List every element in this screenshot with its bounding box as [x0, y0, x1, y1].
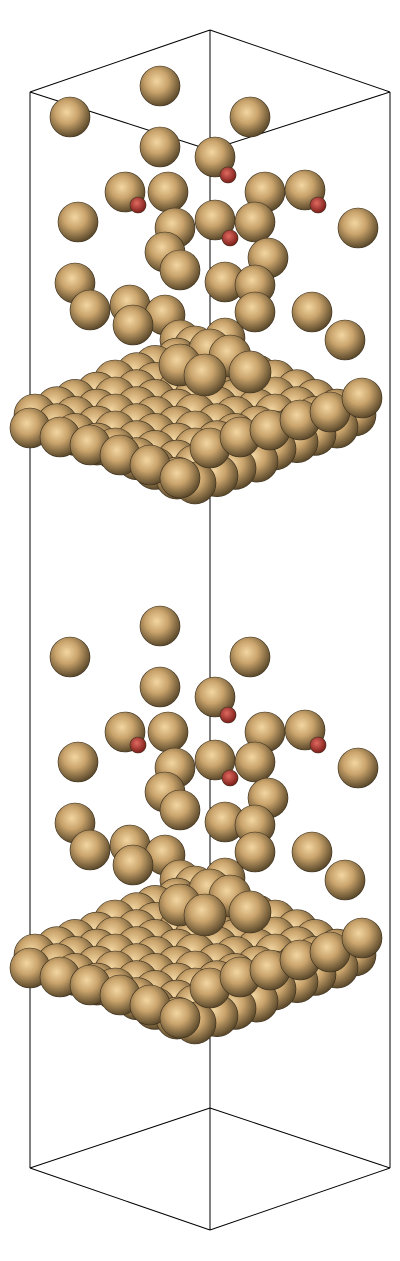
atom-upper [324, 319, 366, 361]
atom-slab-edge [159, 997, 201, 1039]
atom-upper [139, 65, 181, 107]
atom-upper [234, 201, 276, 243]
atom-upper [139, 666, 181, 708]
atom-upper [112, 844, 154, 886]
atom-upper [337, 207, 379, 249]
atom-secondary [221, 229, 239, 247]
atom-upper [291, 291, 333, 333]
atom-upper [159, 249, 201, 291]
atom-mound [228, 350, 272, 394]
atom-cluster-upper [9, 65, 383, 505]
atom-secondary [129, 196, 147, 214]
atom-secondary [219, 706, 237, 724]
atom-cluster-lower [9, 605, 383, 1045]
atom-mound [228, 890, 272, 934]
atom-secondary [219, 166, 237, 184]
atom-upper [159, 789, 201, 831]
atom-upper [49, 636, 91, 678]
atom-upper [234, 291, 276, 333]
atom-upper [139, 605, 181, 647]
atom-upper [194, 676, 236, 718]
atom-slab-edge [341, 377, 383, 419]
atom-upper [147, 711, 189, 753]
atom-secondary [309, 736, 327, 754]
atom-upper [69, 829, 111, 871]
atom-upper [229, 636, 271, 678]
atom-mound [183, 893, 227, 937]
atom-slab-edge [159, 457, 201, 499]
atom-secondary [129, 736, 147, 754]
atom-upper [69, 289, 111, 331]
atom-slab-edge [341, 917, 383, 959]
atom-upper [229, 96, 271, 138]
atom-upper [147, 171, 189, 213]
atom-secondary [309, 196, 327, 214]
atom-upper [139, 126, 181, 168]
atom-upper [194, 136, 236, 178]
atom-upper [234, 741, 276, 783]
atom-mound [183, 353, 227, 397]
atom-upper [337, 747, 379, 789]
atom-upper [112, 304, 154, 346]
atom-upper [234, 831, 276, 873]
atom-upper [291, 831, 333, 873]
atom-upper [324, 859, 366, 901]
atom-secondary [221, 769, 239, 787]
atom-upper [57, 201, 99, 243]
atom-upper [49, 96, 91, 138]
atom-upper [57, 741, 99, 783]
